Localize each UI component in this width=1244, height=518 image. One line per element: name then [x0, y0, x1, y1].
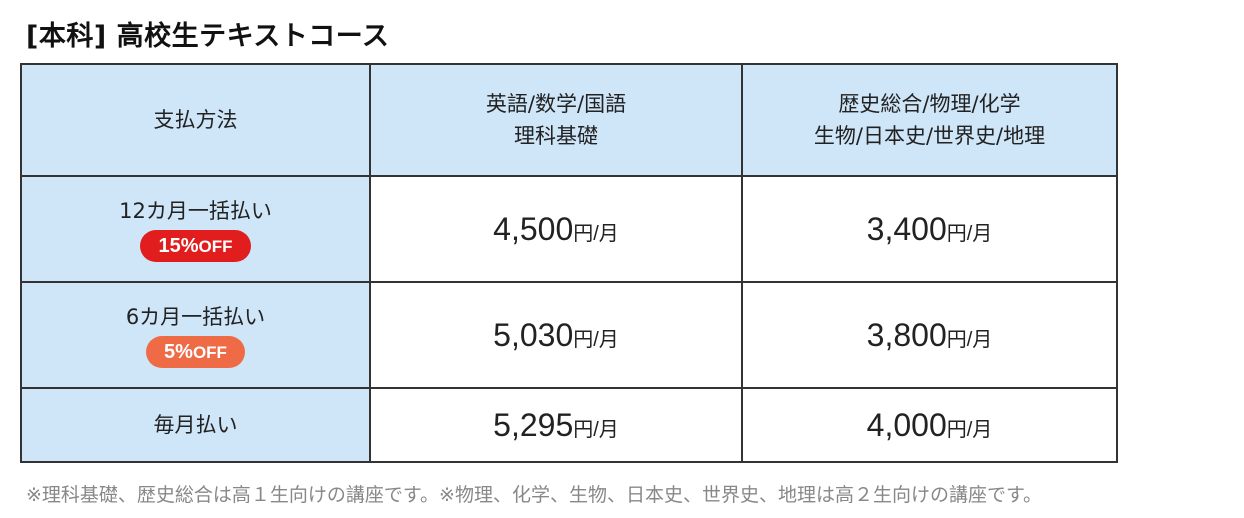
discount-badge-off: OFF: [192, 343, 227, 362]
price-cell: 4,500円/月: [369, 175, 743, 283]
price-unit: 円/月: [946, 222, 993, 245]
price-cell: 3,800円/月: [741, 281, 1118, 389]
header-subjects-group-1-line1: 英語/数学/国語: [485, 92, 627, 116]
discount-badge-off: OFF: [198, 237, 233, 256]
page-title: [本科] 高校生テキストコース: [26, 21, 390, 52]
price-amount: 4,500: [493, 210, 574, 247]
discount-badge-percent: 5%: [164, 341, 193, 363]
payment-method-label: 6カ月一括払い: [125, 305, 266, 329]
discount-badge-percent: 15%: [158, 235, 199, 257]
header-subjects-group-2-line1: 歴史総合/物理/化学: [838, 92, 1021, 116]
header-subjects-group-1: 英語/数学/国語 理科基礎: [369, 63, 743, 177]
table-row: 6カ月一括払い 5%OFF 5,030円/月 3,800円/月: [20, 281, 1118, 389]
price-cell: 5,030円/月: [369, 281, 743, 389]
price-unit: 円/月: [573, 328, 619, 351]
price-unit: 円/月: [946, 418, 993, 441]
table-row: 毎月払い 5,295円/月 4,000円/月: [20, 387, 1118, 463]
payment-method-cell: 6カ月一括払い 5%OFF: [20, 281, 371, 389]
header-payment-method-label: 支払方法: [153, 108, 238, 132]
table-row: 12カ月一括払い 15%OFF 4,500円/月 3,400円/月: [20, 175, 1118, 283]
price-amount: 5,030: [493, 316, 574, 353]
footnote: ※理科基礎、歴史総合は高１生向けの講座です。※物理、化学、生物、日本史、世界史、…: [26, 484, 1043, 506]
header-subjects-group-2-line2: 生物/日本史/世界史/地理: [813, 124, 1046, 148]
price-amount: 4,000: [866, 406, 947, 443]
payment-method-label: 毎月払い: [153, 413, 238, 437]
payment-method-cell: 12カ月一括払い 15%OFF: [20, 175, 371, 283]
table-header-row: 支払方法 英語/数学/国語 理科基礎 歴史総合/物理/化学 生物/日本史/世界史…: [20, 63, 1118, 177]
discount-badge: 5%OFF: [146, 336, 245, 368]
price-amount: 3,800: [866, 316, 947, 353]
price-unit: 円/月: [573, 418, 619, 441]
payment-method-cell: 毎月払い: [20, 387, 371, 463]
price-table: 支払方法 英語/数学/国語 理科基礎 歴史総合/物理/化学 生物/日本史/世界史…: [20, 63, 1118, 463]
price-unit: 円/月: [573, 222, 619, 245]
price-amount: 3,400: [866, 210, 947, 247]
header-subjects-group-2: 歴史総合/物理/化学 生物/日本史/世界史/地理: [741, 63, 1118, 177]
price-cell: 5,295円/月: [369, 387, 743, 463]
price-amount: 5,295: [493, 406, 574, 443]
payment-method-label: 12カ月一括払い: [119, 199, 272, 223]
header-payment-method: 支払方法: [20, 63, 371, 177]
discount-badge: 15%OFF: [140, 230, 251, 262]
header-subjects-group-1-line2: 理科基礎: [514, 124, 598, 148]
price-cell: 3,400円/月: [741, 175, 1118, 283]
price-cell: 4,000円/月: [741, 387, 1118, 463]
price-unit: 円/月: [946, 328, 993, 351]
